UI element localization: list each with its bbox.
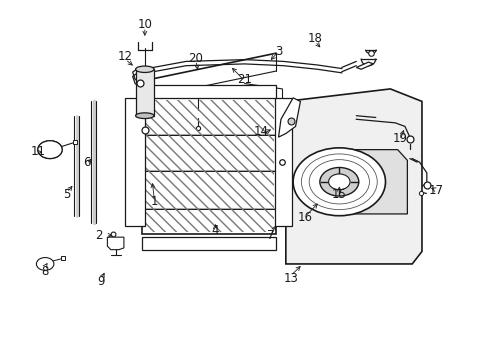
Text: 16: 16 [297, 211, 312, 224]
Ellipse shape [135, 66, 154, 72]
Text: 14: 14 [253, 125, 268, 138]
Circle shape [36, 257, 54, 270]
Text: 18: 18 [307, 32, 322, 45]
Text: 1: 1 [150, 195, 158, 208]
Polygon shape [142, 98, 276, 234]
Text: 11: 11 [30, 145, 45, 158]
Polygon shape [142, 237, 276, 249]
Polygon shape [274, 98, 291, 226]
Circle shape [319, 167, 358, 196]
Text: 6: 6 [82, 156, 90, 168]
Text: 17: 17 [428, 184, 443, 197]
Polygon shape [142, 85, 276, 98]
Circle shape [292, 148, 385, 216]
Text: 20: 20 [188, 52, 203, 65]
Polygon shape [356, 62, 372, 69]
Polygon shape [125, 98, 144, 226]
Text: 3: 3 [274, 45, 282, 58]
Circle shape [38, 141, 62, 158]
Polygon shape [135, 69, 154, 116]
Polygon shape [278, 98, 300, 137]
Polygon shape [348, 150, 407, 214]
Text: 4: 4 [211, 224, 219, 237]
Text: 8: 8 [41, 265, 49, 278]
Circle shape [328, 174, 349, 190]
Text: 2: 2 [95, 229, 102, 242]
Text: 19: 19 [392, 132, 407, 145]
Text: 9: 9 [97, 275, 104, 288]
Text: 7: 7 [267, 229, 274, 242]
Text: 12: 12 [118, 50, 133, 63]
Ellipse shape [135, 113, 154, 118]
Text: 15: 15 [331, 188, 346, 201]
Text: 5: 5 [63, 188, 71, 201]
Text: 13: 13 [283, 272, 298, 285]
Polygon shape [107, 237, 123, 249]
Text: 21: 21 [237, 73, 251, 86]
Polygon shape [285, 89, 421, 264]
Text: 10: 10 [137, 18, 152, 31]
